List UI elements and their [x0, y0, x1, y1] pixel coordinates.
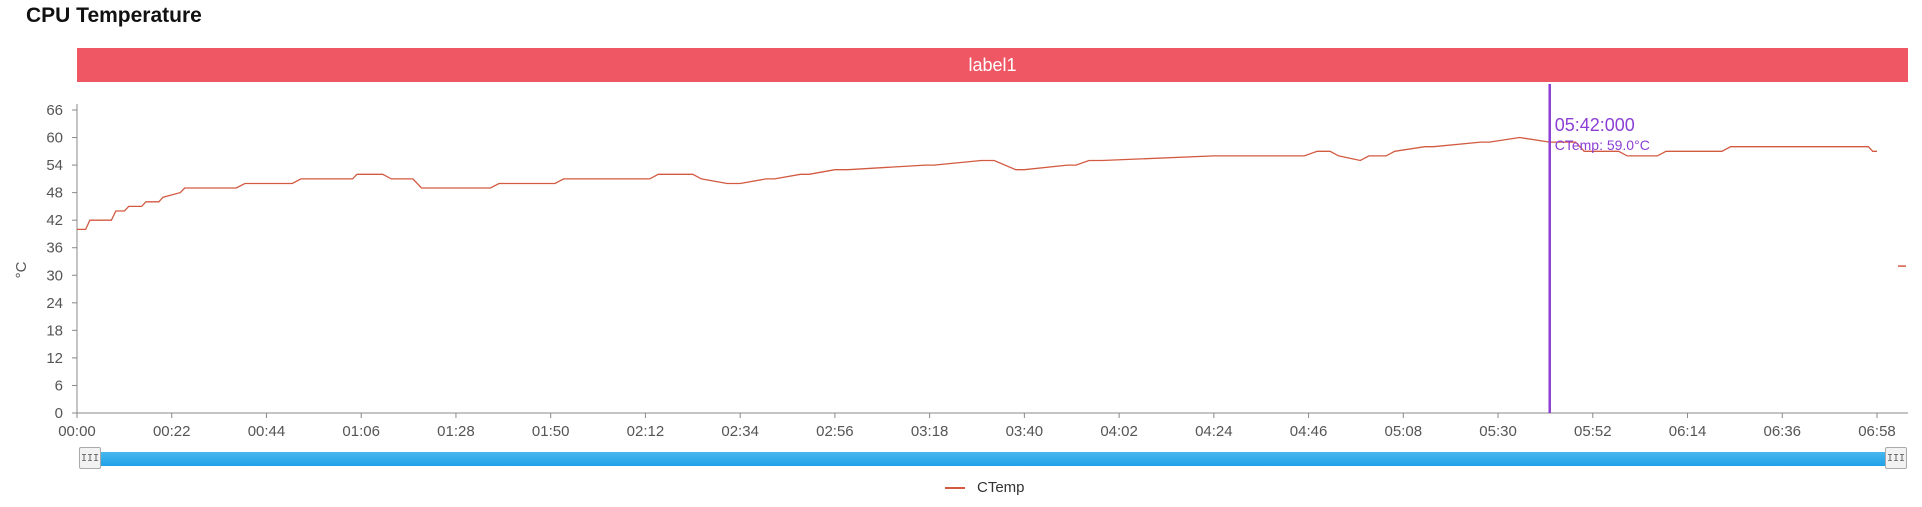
x-tick-label: 00:44: [248, 423, 286, 440]
x-tick-label: 03:40: [1006, 423, 1044, 440]
chart-title: CPU Temperature: [26, 4, 202, 27]
y-tick-label: 66: [46, 102, 63, 119]
x-tick-label: 00:22: [153, 423, 191, 440]
y-tick-label: 48: [46, 185, 63, 202]
x-tick-label: 06:14: [1669, 423, 1707, 440]
y-tick-label: 36: [46, 240, 63, 257]
x-tick-label: 02:34: [721, 423, 759, 440]
y-tick-label: 30: [46, 267, 63, 284]
x-tick-label: 04:24: [1195, 423, 1233, 440]
y-axis-label: °C: [13, 261, 30, 278]
y-tick-label: 60: [46, 130, 63, 147]
handle-grip-icon: III: [80, 452, 100, 464]
handle-grip-icon: III: [1886, 452, 1906, 464]
line-legend-icon: [945, 486, 965, 489]
x-tick-label: 02:56: [816, 423, 854, 440]
x-tick-label: 05:30: [1479, 423, 1517, 440]
banner-label: label1: [77, 48, 1908, 82]
x-tick-label: 04:02: [1100, 423, 1138, 440]
legend[interactable]: CTemp: [945, 479, 1025, 496]
x-tick-label: 05:52: [1574, 423, 1612, 440]
x-tick-label: 01:06: [342, 423, 380, 440]
y-tick-label: 18: [46, 322, 63, 339]
y-tick-label: 42: [46, 212, 63, 229]
y-tick-label: 0: [55, 405, 63, 422]
x-tick-label: 04:46: [1290, 423, 1328, 440]
x-tick-label: 03:18: [911, 423, 949, 440]
y-tick-label: 12: [46, 350, 63, 367]
x-tick-label: 06:36: [1763, 423, 1801, 440]
x-tick-label: 00:00: [58, 423, 96, 440]
legend-label: CTemp: [977, 479, 1025, 496]
x-tick-label: 06:58: [1858, 423, 1896, 440]
series-line-ctemp: [77, 136, 1877, 231]
x-tick-label: 01:50: [532, 423, 570, 440]
y-tick-label: 24: [46, 295, 63, 312]
x-tick-label: 02:12: [627, 423, 665, 440]
x-tick-label: 01:28: [437, 423, 475, 440]
y-tick-label: 6: [55, 377, 63, 394]
zoom-slider-left-handle[interactable]: III: [79, 447, 101, 469]
cursor-time-label: 05:42:000: [1555, 115, 1635, 135]
y-tick-label: 54: [46, 157, 63, 174]
zoom-slider-right-handle[interactable]: III: [1885, 447, 1907, 469]
x-tick-label: 05:08: [1385, 423, 1423, 440]
cursor-value-label: CTemp: 59.0°C: [1555, 137, 1650, 153]
zoom-slider-track[interactable]: [81, 452, 1901, 466]
